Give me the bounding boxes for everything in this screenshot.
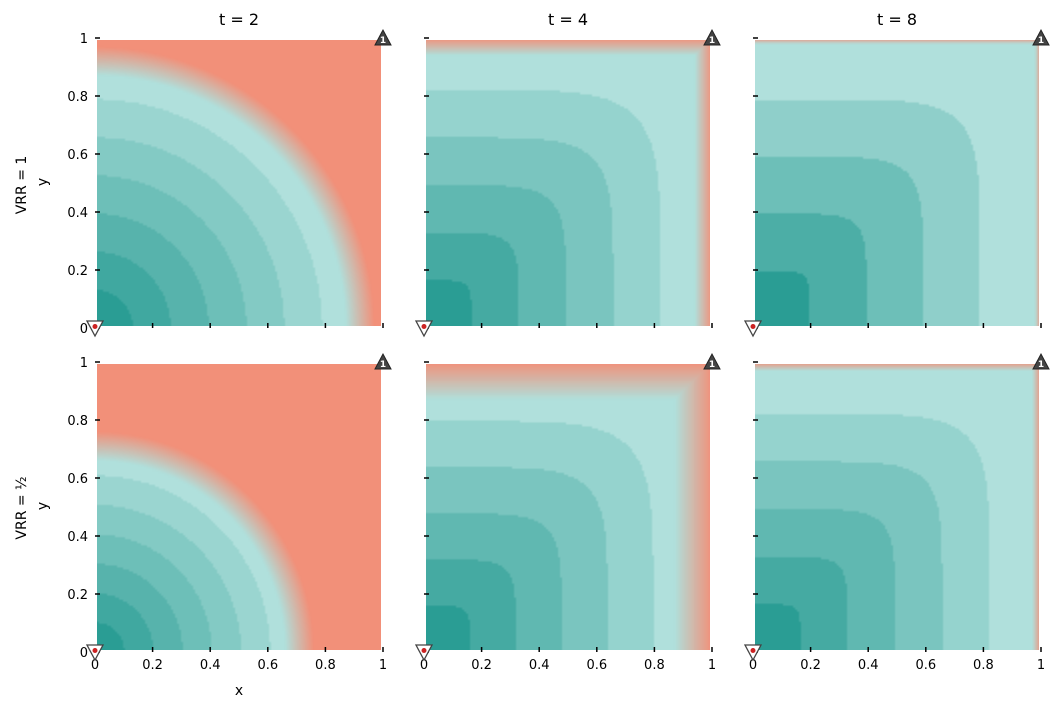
x-tick-label: 1 <box>708 658 716 673</box>
panels-layer: 0 0.2 0.4 0.6 0.8 1 1 1 1 0 0.2 0.4 0.6 0.8 1 0 0.2 0.4 0.… <box>67 28 1050 673</box>
heatmap-r1-c3 <box>753 38 1041 328</box>
x-tick-label: 0.2 <box>471 658 492 673</box>
x-tick-label: 1 <box>379 658 387 673</box>
y-tick-label: 1 <box>80 356 88 371</box>
marker-1: 1 <box>374 28 392 46</box>
x-tick-label: 0.2 <box>142 658 163 673</box>
panel-frame <box>93 36 385 330</box>
x-tick-label: 0.4 <box>200 658 221 673</box>
marker-label: 1 <box>380 36 386 46</box>
marker-0 <box>414 320 434 338</box>
x-tick-label: 0.4 <box>529 658 550 673</box>
x-tick-label: 0.8 <box>644 658 665 673</box>
marker-1: 1 <box>703 352 721 370</box>
y-tick-label: 0.6 <box>67 472 88 487</box>
marker-0 <box>743 320 763 338</box>
y-axis-label-row1: y <box>35 178 51 186</box>
marker-dot <box>421 648 427 653</box>
x-tick-label: 0 <box>420 658 428 673</box>
marker-1: 1 <box>374 352 392 370</box>
heatmap-r2-c2 <box>424 362 712 652</box>
panel-frame <box>751 36 1043 330</box>
y-tick-label: 0 <box>80 646 88 661</box>
y-tick-label: 0.4 <box>67 206 88 221</box>
panel-r2-c3: 0 0.2 0.4 0.6 0.8 1 1 <box>743 352 1050 673</box>
marker-dot <box>92 648 98 653</box>
x-tick-label: 0.2 <box>800 658 821 673</box>
x-tick-label: 1 <box>1037 658 1045 673</box>
triangle-up-marker <box>1032 352 1050 370</box>
column-title-t2: t = 2 <box>219 10 259 29</box>
panel-r1-c2: 1 <box>414 28 721 338</box>
marker-label: 1 <box>709 360 715 370</box>
y-tick-label: 1 <box>80 32 88 47</box>
marker-label: 1 <box>709 36 715 46</box>
y-tick-label: 0 <box>80 322 88 337</box>
x-tick-label: 0.6 <box>586 658 607 673</box>
marker-1: 1 <box>1032 28 1050 46</box>
marker-dot <box>92 324 98 329</box>
marker-dot <box>750 648 756 653</box>
triangle-up-marker <box>1032 28 1050 46</box>
x-tick-label: 0.6 <box>915 658 936 673</box>
triangle-up-marker <box>374 352 392 370</box>
marker-1: 1 <box>1032 352 1050 370</box>
panel-r2-c1: 0 0.2 0.4 0.6 0.8 1 0 0.2 0.4 0.6 0.8 1 1 <box>67 352 392 673</box>
marker-dot <box>421 324 427 329</box>
marker-1: 1 <box>703 28 721 46</box>
marker-0 <box>414 644 434 662</box>
y-tick-label: 0.8 <box>67 414 88 429</box>
y-tick-label: 0.2 <box>67 264 88 279</box>
x-tick-label: 0.8 <box>315 658 336 673</box>
x-tick-label: 0 <box>91 658 99 673</box>
x-tick-label: 0.4 <box>858 658 879 673</box>
marker-0 <box>85 644 105 662</box>
heatmap-r2-c1 <box>95 362 383 652</box>
row-label-vrr-half: VRR = ½ <box>14 476 30 539</box>
y-tick-label: 0.6 <box>67 148 88 163</box>
column-title-t8: t = 8 <box>877 10 917 29</box>
triangle-up-marker <box>703 352 721 370</box>
panel-r2-c2: 0 0.2 0.4 0.6 0.8 1 1 <box>414 352 721 673</box>
heatmap-r1-c1 <box>95 38 383 328</box>
marker-label: 1 <box>1038 360 1044 370</box>
column-title-t4: t = 4 <box>548 10 588 29</box>
row-label-vrr1: VRR = 1 <box>14 156 30 215</box>
y-tick-label: 0.2 <box>67 588 88 603</box>
marker-label: 1 <box>1038 36 1044 46</box>
panel-frame <box>422 360 714 654</box>
heatmap-r1-c2 <box>424 38 712 328</box>
panel-frame <box>422 36 714 330</box>
marker-0 <box>743 644 763 662</box>
panel-r1-c1: 0 0.2 0.4 0.6 0.8 1 1 <box>67 28 392 338</box>
y-tick-label: 0.4 <box>67 530 88 545</box>
panel-frame <box>751 360 1043 654</box>
x-axis-label: x <box>235 683 243 699</box>
triangle-up-marker <box>703 28 721 46</box>
x-tick-label: 0.8 <box>973 658 994 673</box>
triangle-up-marker <box>374 28 392 46</box>
heatmap-r2-c3 <box>753 362 1041 652</box>
panel-r1-c3: 1 <box>743 28 1050 338</box>
marker-dot <box>750 324 756 329</box>
marker-0 <box>85 320 105 338</box>
y-tick-label: 0.8 <box>67 90 88 105</box>
panel-frame <box>93 360 385 654</box>
marker-label: 1 <box>380 360 386 370</box>
x-tick-label: 0.6 <box>257 658 278 673</box>
y-axis-label-row2: y <box>35 502 51 510</box>
x-tick-label: 0 <box>749 658 757 673</box>
